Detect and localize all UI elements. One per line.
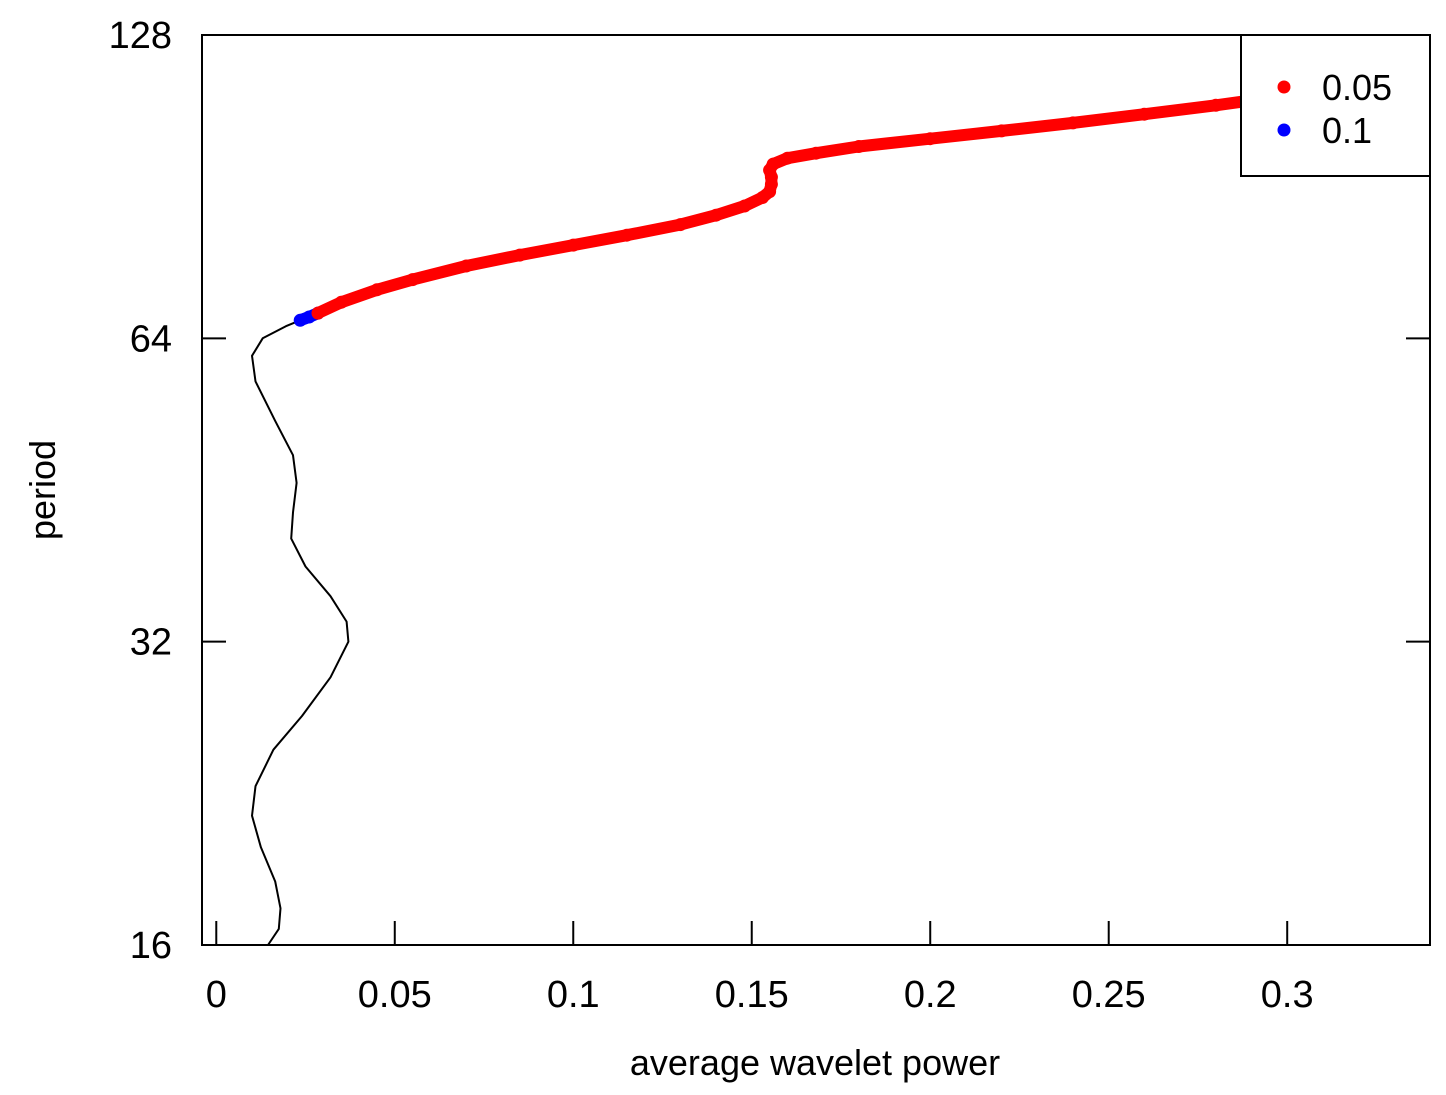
significance-point	[780, 151, 794, 165]
series-layer	[251, 56, 1398, 946]
significance-point	[1137, 107, 1151, 121]
x-axis-title: average wavelet power	[630, 1042, 1000, 1083]
significance-point	[566, 238, 580, 252]
significance-point	[406, 273, 420, 287]
legend: 0.050.1	[1240, 34, 1431, 177]
significance-point	[370, 283, 384, 297]
x-tick-label: 0.05	[358, 974, 432, 1016]
significance-point	[673, 218, 687, 232]
y-tick-label: 64	[130, 318, 172, 360]
significance-point	[311, 306, 325, 320]
significance-band	[312, 57, 1397, 320]
significance-point	[1066, 116, 1080, 130]
significance-point	[809, 146, 823, 160]
y-tick-label: 16	[130, 925, 172, 967]
y-tick-label: 32	[130, 622, 172, 664]
significance-point	[766, 157, 780, 171]
significance-point	[923, 132, 937, 146]
legend-label: 0.1	[1322, 110, 1372, 151]
significance-point	[852, 140, 866, 153]
significance-point	[334, 295, 348, 309]
significance-point	[738, 199, 752, 213]
significance-point	[513, 248, 527, 262]
significance-point	[709, 208, 723, 222]
x-tick-label: 0	[206, 974, 227, 1016]
significance-point	[995, 124, 1009, 138]
power-curve	[251, 319, 350, 946]
x-tick-label: 0.15	[715, 974, 789, 1016]
plot-area	[201, 34, 1431, 946]
x-tick-label: 0.2	[904, 974, 957, 1016]
x-tick-label: 0.25	[1072, 974, 1146, 1016]
y-axis-title: period	[22, 440, 63, 540]
y-tick-label: 128	[109, 15, 172, 57]
x-tick-label: 0.3	[1261, 974, 1314, 1016]
significance-series-0.05	[311, 56, 1398, 320]
significance-point	[620, 228, 634, 242]
legend-marker	[1277, 123, 1291, 137]
x-tick-label: 0.1	[547, 974, 600, 1016]
legend-box	[1240, 34, 1431, 177]
legend-label: 0.05	[1322, 67, 1392, 108]
plot-frame	[201, 34, 1431, 946]
legend-marker	[1277, 80, 1291, 94]
significance-point	[1209, 98, 1223, 112]
significance-point	[459, 259, 473, 273]
